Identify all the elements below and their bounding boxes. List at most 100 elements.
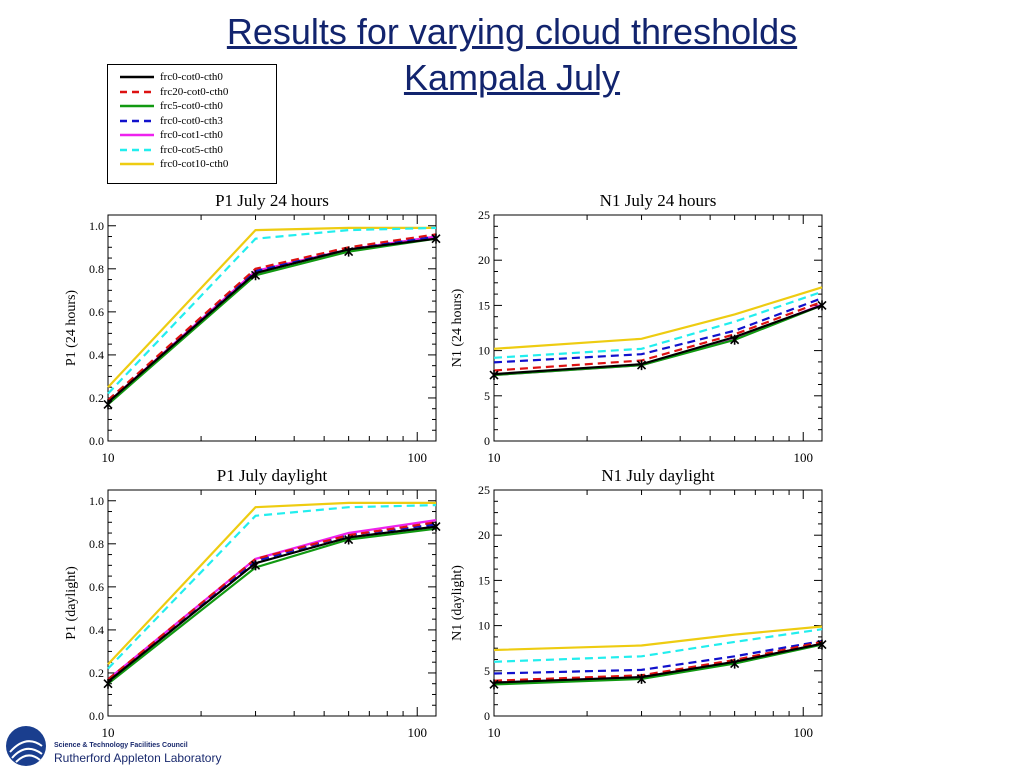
series-line [107, 501, 436, 666]
chart-panel: 10 100 0.0 0.2 0.4 0.6 0.8 1.0 P1 July daylight P… [64, 466, 441, 740]
x-tick-label: 10 [102, 450, 115, 465]
y-tick-label: 0.8 [89, 537, 104, 551]
data-marker [636, 360, 647, 371]
y-tick-label: 25 [478, 208, 490, 222]
y-axis-label: P1 (daylight) [64, 566, 79, 640]
series-line [107, 235, 437, 401]
series-line [493, 300, 823, 372]
y-axis-label: N1 (24 hours) [450, 288, 465, 367]
series-line [107, 233, 437, 401]
chart-panel: 10 100 0 5 10 15 20 25 N1 July 24 hours N1 (24 ho… [450, 191, 827, 465]
series-line [493, 640, 823, 682]
y-tick-label: 1.0 [89, 219, 104, 233]
data-marker [817, 300, 827, 311]
logo-lab-text: Rutherford Appleton Laboratory [54, 751, 222, 765]
y-axis-label: P1 (24 hours) [64, 290, 79, 367]
chart-title: P1 July daylight [217, 466, 328, 485]
slide-title-line1: Results for varying cloud thresholds [226, 11, 798, 52]
x-tick-label: 100 [793, 725, 813, 740]
y-tick-label: 15 [478, 298, 490, 312]
legend-swatch [120, 104, 154, 108]
data-marker [250, 270, 261, 281]
y-tick-label: 5 [484, 389, 490, 403]
data-marker [730, 334, 740, 345]
legend-item: frc0-cot0-cth3 [108, 114, 276, 128]
y-tick-label: 10 [478, 344, 490, 358]
data-marker [344, 246, 354, 257]
series-line [493, 639, 823, 675]
y-tick-label: 25 [478, 483, 490, 497]
legend-swatch [120, 162, 154, 166]
data-marker [489, 679, 499, 690]
series-line [493, 628, 823, 663]
legend-swatch [120, 119, 154, 122]
series-line [107, 504, 437, 670]
y-tick-label: 10 [478, 619, 490, 633]
data-marker [103, 678, 113, 689]
legend-swatch [120, 75, 154, 79]
data-marker [431, 521, 441, 532]
y-tick-label: 1.0 [89, 494, 104, 508]
series-line [107, 521, 437, 681]
chart-legend: frc0-cot0-cth0 frc20-cot0-cth0 frc5-cot0-c… [107, 64, 277, 184]
y-tick-label: 0.4 [89, 623, 104, 637]
x-tick-label: 10 [488, 450, 501, 465]
legend-item: frc20-cot0-cth0 [108, 85, 276, 99]
legend-item: frc5-cot0-cth0 [108, 99, 276, 113]
stfc-ral-logo: Science & Technology Facilities Council … [4, 724, 264, 768]
y-tick-label: 0.2 [89, 391, 104, 405]
y-tick-label: 5 [484, 664, 490, 678]
series-line [107, 527, 437, 685]
series-line [107, 523, 437, 681]
y-tick-label: 0.4 [89, 348, 104, 362]
series-line [493, 290, 823, 359]
legend-label: frc20-cot0-cth0 [160, 85, 229, 98]
legend-swatch [120, 133, 154, 137]
legend-label: frc0-cot0-cth0 [160, 71, 223, 83]
y-tick-label: 0.6 [89, 305, 104, 319]
legend-item: frc0-cot5-cth0 [108, 143, 276, 157]
series-line [107, 525, 437, 683]
x-tick-label: 100 [407, 725, 427, 740]
data-marker [103, 399, 113, 410]
x-tick-label: 10 [488, 725, 501, 740]
chart-panel: 10 100 0.0 0.2 0.4 0.6 0.8 1.0 P1 July 24 hours P… [64, 191, 441, 465]
y-tick-label: 0 [484, 709, 490, 723]
y-tick-label: 0.0 [89, 709, 104, 723]
x-tick-label: 100 [407, 450, 427, 465]
y-axis-label: N1 (daylight) [450, 565, 465, 641]
series-line [107, 237, 437, 404]
legend-label: frc0-cot10-cth0 [160, 158, 229, 170]
chart-title: N1 July 24 hours [600, 191, 717, 210]
series-line [493, 643, 823, 686]
chart-title: N1 July daylight [601, 466, 715, 485]
legend-label: frc0-cot1-cth0 [160, 129, 223, 141]
x-tick-label: 10 [102, 725, 115, 740]
data-marker [489, 370, 499, 381]
data-marker [344, 534, 354, 545]
y-tick-label: 20 [478, 253, 490, 267]
legend-item: frc0-cot10-cth0 [108, 157, 276, 171]
y-tick-label: 0.8 [89, 262, 104, 276]
y-tick-label: 0 [484, 434, 490, 448]
legend-label: frc0-cot0-cth3 [160, 114, 223, 127]
data-marker [636, 673, 647, 684]
x-tick-label: 100 [793, 450, 813, 465]
plot-frame [107, 489, 437, 717]
series-line [493, 304, 823, 376]
series-line [493, 304, 823, 377]
series-line [493, 625, 823, 652]
legend-swatch [120, 148, 154, 151]
series-line [107, 519, 437, 681]
y-tick-label: 15 [478, 573, 490, 587]
legend-label: frc5-cot0-cth0 [160, 100, 223, 112]
series-line [107, 235, 437, 404]
y-tick-label: 0.2 [89, 666, 104, 680]
y-tick-label: 0.6 [89, 580, 104, 594]
y-tick-label: 20 [478, 528, 490, 542]
legend-label: frc0-cot5-cth0 [160, 143, 223, 156]
series-line [493, 303, 823, 377]
series-line [493, 642, 823, 684]
data-marker [250, 560, 261, 571]
